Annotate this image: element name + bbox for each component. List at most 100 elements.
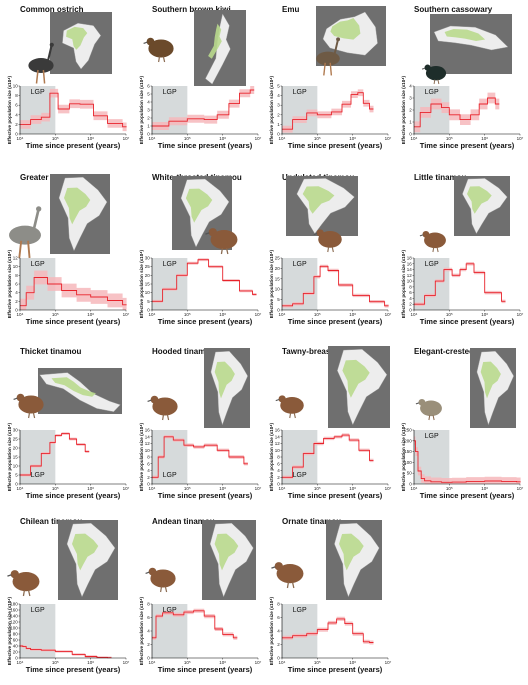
y-tick-label: 4 [409,296,412,301]
y-tick-label: 20 [13,446,19,451]
y-tick-label: 2 [409,108,412,113]
x-tick-label: 10⁶ [349,660,356,665]
x-tick-label: 10⁶ [87,136,94,141]
panel-title: Ornate tinamou [282,517,341,526]
range-area [185,188,213,223]
y-tick-label: 6 [147,84,150,89]
y-tick-label: 2 [277,642,280,647]
y-tick-label: 6 [15,282,18,287]
tinamou-icon [205,228,238,255]
y-tick-label: 15 [13,455,19,460]
tinamou-icon [313,229,342,253]
y-tick-label: 10 [145,448,151,453]
y-tick-label: 0 [277,308,280,313]
x-tick-label: 10⁶ [219,660,226,665]
y-tick-label: 2 [147,475,150,480]
confidence-band [152,608,238,640]
y-axis-label: Effective population size (x10⁴) [139,249,144,318]
panel-title: Emu [282,5,299,14]
y-tick-label: 120 [10,620,18,625]
kiwi-icon [143,37,174,63]
y-tick-label: 3 [409,96,412,101]
panel-kiwi: Southern brown kiwi 0 1 2 3 4 5 6 10⁴ 10⁵ 10⁶ 10⁷ LG… [139,5,262,150]
y-tick-label: 2 [147,116,150,121]
lgp-region [282,258,318,310]
x-tick-label: 10⁷ [123,660,130,665]
y-tick-label: 40 [13,644,19,649]
y-tick-label: 0 [409,308,412,313]
x-tick-label: 10⁴ [411,136,418,141]
y-tick-label: 14 [407,267,413,272]
range-area [208,23,222,59]
series-line [152,610,238,639]
x-tick-label: 10⁶ [349,312,356,317]
y-tick-label: 0 [147,482,150,487]
series-line [20,92,127,128]
y-tick-label: 8 [15,93,18,98]
y-tick-label: 6 [15,103,18,108]
x-tick-label: 10⁷ [123,486,130,491]
series-line [152,436,248,478]
x-tick-label: 10⁵ [52,660,59,665]
x-tick-label: 10⁵ [52,312,59,317]
lgp-label: LGP [293,261,307,268]
x-tick-label: 10⁴ [149,486,156,491]
x-tick-label: 10⁴ [17,312,24,317]
y-tick-label: 80 [13,632,19,637]
y-axis-label: Effective population size (x10⁴) [7,249,12,318]
lgp-label: LGP [31,607,45,614]
y-tick-label: 18 [407,256,413,261]
x-axis-label: Time since present (years) [158,491,253,500]
x-tick-label: 10⁷ [123,136,130,141]
y-tick-label: 8 [277,602,280,607]
series-line [282,434,374,478]
y-tick-label: 5 [147,299,150,304]
panel-title: Little tinamou [414,173,467,182]
y-tick-label: 3 [277,103,280,108]
y-tick-label: 6 [147,615,150,620]
lgp-label: LGP [31,89,45,96]
series-line [20,277,127,307]
panel-title: Hooded tinamou [152,347,215,356]
y-tick-label: 0 [147,308,150,313]
y-tick-label: 6 [277,615,280,620]
x-tick-label: 10⁷ [517,136,524,141]
x-tick-label: 10⁵ [446,136,453,141]
lgp-region [282,604,318,658]
x-tick-label: 10⁷ [385,136,392,141]
lgp-label: LGP [425,261,439,268]
lgp-label: LGP [31,261,45,268]
confidence-band [414,92,500,133]
x-axis-label: Time since present (years) [158,317,253,326]
tinamou-icon [13,393,44,419]
tinamou-icon [145,567,176,593]
lgp-label: LGP [31,472,45,479]
crested-tinamou-icon [415,398,442,421]
y-tick-label: 30 [145,256,151,261]
y-tick-label: 180 [10,602,18,607]
y-tick-label: 0 [15,132,18,137]
y-axis-label: Effective population size (x10⁴) [7,422,12,491]
panel-title: Common ostrich [20,5,84,14]
x-tick-label: 10⁵ [314,312,321,317]
x-tick-label: 10⁴ [17,136,24,141]
y-tick-label: 0 [15,656,18,661]
x-tick-label: 10⁶ [219,136,226,141]
lgp-label: LGP [293,472,307,479]
y-tick-label: 20 [275,266,281,271]
lgp-label: LGP [163,89,177,96]
lgp-label: LGP [163,607,177,614]
range-area [66,26,88,50]
range-area [342,359,370,398]
x-axis-label: Time since present (years) [288,317,383,326]
y-tick-label: 50 [407,471,413,476]
panel-ornate: Ornate tinamou 0 2 4 6 8 10⁴ 10⁵ 10⁶ 10⁷ LGP Time s… [269,517,392,674]
y-tick-label: 0 [277,482,280,487]
series-line [152,259,257,302]
x-tick-label: 10⁵ [184,486,191,491]
confidence-band [414,262,506,306]
y-tick-label: 0 [147,656,150,661]
y-tick-label: 2 [15,122,18,127]
range-area [302,186,335,214]
